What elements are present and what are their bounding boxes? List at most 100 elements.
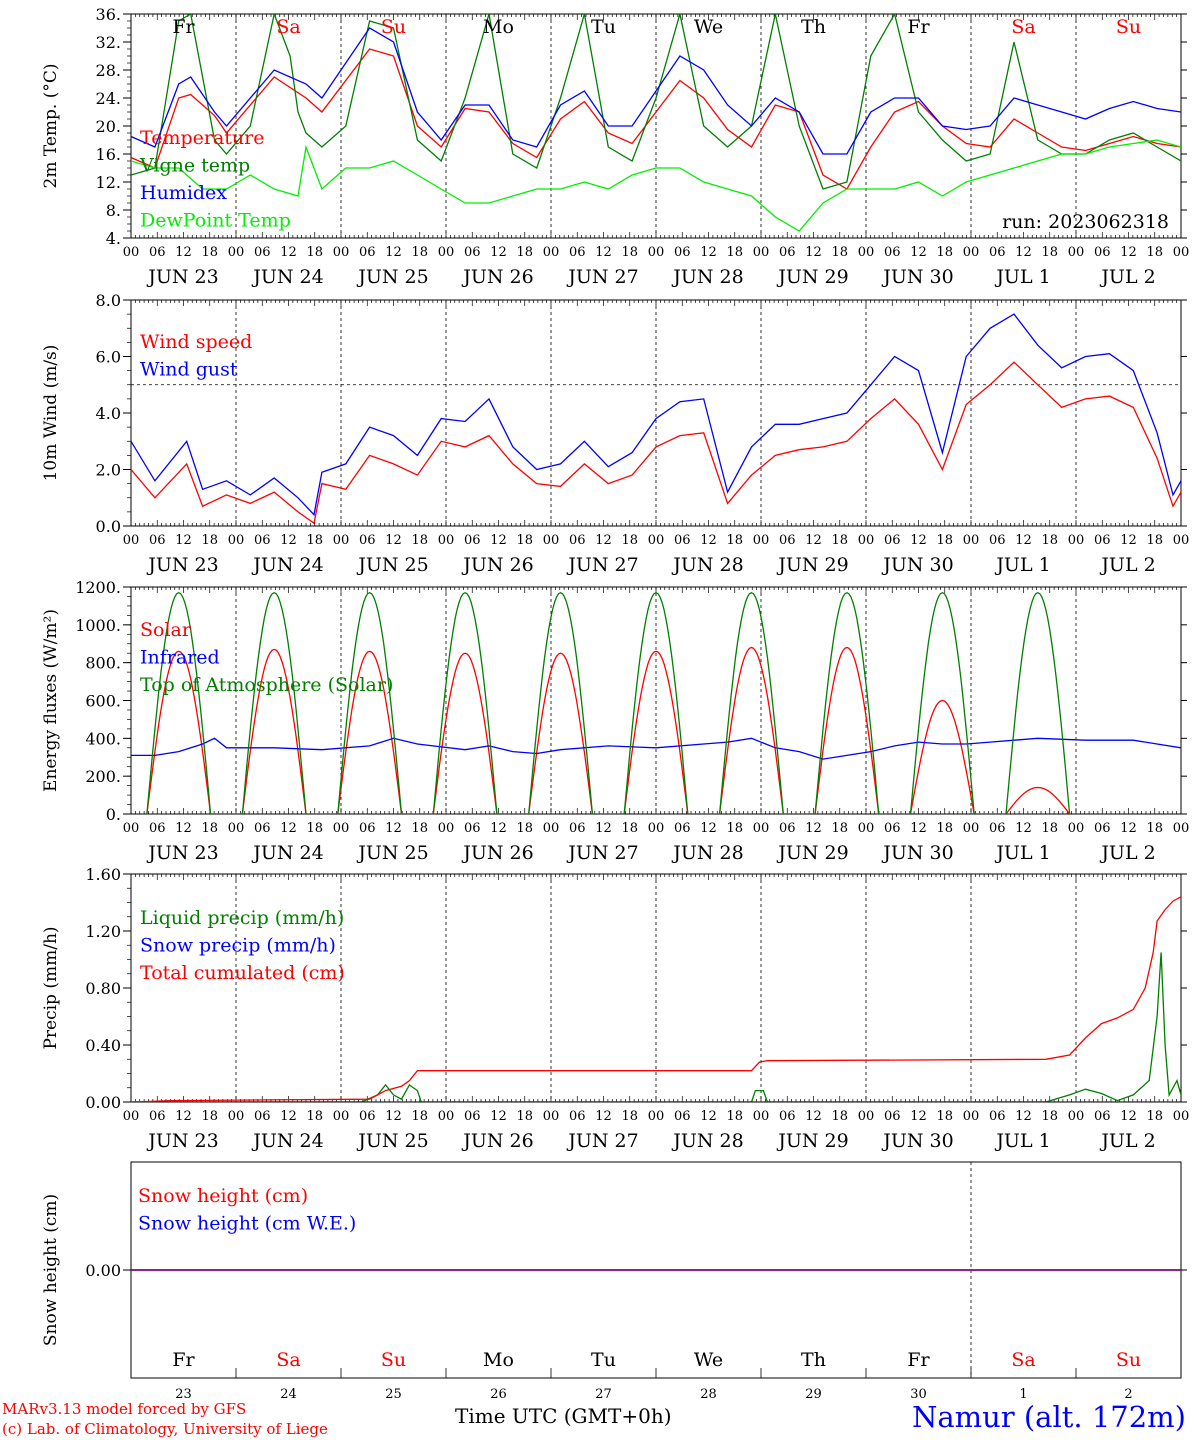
series-line-total-cumulated-cm xyxy=(131,896,1181,1102)
weekday-label: Mo xyxy=(483,1349,514,1371)
hour-label: 18 xyxy=(726,245,743,260)
weekday-label: Su xyxy=(381,16,406,38)
weekday-label: Th xyxy=(801,16,826,38)
day-label: JUL 2 xyxy=(1099,554,1155,576)
hour-label: 00 xyxy=(333,533,350,548)
hour-label: 06 xyxy=(464,245,481,260)
hour-label: 06 xyxy=(464,1109,481,1124)
hour-label: 18 xyxy=(621,1109,638,1124)
panel-5: 0.00 Snow height (cm) Snow height (cm) Snow… xyxy=(41,1161,1187,1402)
y-tick-label: 0.00 xyxy=(85,1093,121,1112)
day-number: 28 xyxy=(700,1387,717,1402)
hour-label: 00 xyxy=(1068,533,1085,548)
series-group xyxy=(131,313,1181,525)
hour-label: 12 xyxy=(490,245,507,260)
hour-label: 12 xyxy=(175,1109,192,1124)
weekday-label: Fr xyxy=(172,1349,195,1371)
day-label: JUN 27 xyxy=(566,554,638,576)
day-label: JUN 27 xyxy=(566,842,638,864)
y-axis-label: Snow height (cm) xyxy=(41,1194,61,1346)
hour-label: 06 xyxy=(254,1109,271,1124)
day-label: JUL 2 xyxy=(1099,266,1155,288)
hour-label: 18 xyxy=(936,533,953,548)
hour-label: 06 xyxy=(989,821,1006,836)
hour-label: 12 xyxy=(1015,821,1032,836)
hour-label: 00 xyxy=(228,533,245,548)
hour-label: 06 xyxy=(569,821,586,836)
hour-label: 00 xyxy=(333,245,350,260)
hour-label: 06 xyxy=(674,821,691,836)
hour-label: 06 xyxy=(1094,533,1111,548)
day-label: JUN 29 xyxy=(776,842,848,864)
day-label: JUN 24 xyxy=(251,554,323,576)
hour-label: 06 xyxy=(149,245,166,260)
hour-label: 18 xyxy=(936,1109,953,1124)
hour-label: 18 xyxy=(1041,533,1058,548)
hour-label: 12 xyxy=(175,821,192,836)
hour-label: 18 xyxy=(201,1109,218,1124)
y-axis-label: 2m Temp. (°C) xyxy=(41,63,61,188)
hour-label: 18 xyxy=(306,533,323,548)
y-tick-label: 8.0 xyxy=(96,291,121,310)
hour-label: 18 xyxy=(1146,245,1163,260)
y-axis-label: Energy fluxes (W/m²) xyxy=(41,609,61,792)
weekday-label: Fr xyxy=(172,16,195,38)
hour-label: 18 xyxy=(936,245,953,260)
panel-3: 0. 200. 400. 600. 800. 1000. 1200. Energy fluxe… xyxy=(41,578,1189,864)
weekday-label: We xyxy=(694,16,723,38)
hour-label: 12 xyxy=(385,533,402,548)
day-label: JUL 1 xyxy=(994,266,1050,288)
day-label: JUN 30 xyxy=(881,1130,953,1152)
weekday-label: Tu xyxy=(591,16,616,38)
day-label: JUL 1 xyxy=(994,842,1050,864)
hour-label: 06 xyxy=(464,821,481,836)
hour-label: 12 xyxy=(1120,821,1137,836)
hour-label: 00 xyxy=(1068,245,1085,260)
y-tick-label: 0.80 xyxy=(85,979,121,998)
hour-label: 06 xyxy=(359,533,376,548)
hour-label: 06 xyxy=(569,533,586,548)
hour-label: 06 xyxy=(779,533,796,548)
day-label: JUN 26 xyxy=(461,554,533,576)
y-tick-label: 0.0 xyxy=(96,517,121,536)
run-label: run: 2023062318 xyxy=(1002,211,1169,233)
hour-label: 18 xyxy=(516,533,533,548)
hour-label: 00 xyxy=(963,821,980,836)
legend-entry: Wind speed xyxy=(140,331,252,353)
hour-label: 00 xyxy=(753,533,770,548)
hour-label: 12 xyxy=(1120,1109,1137,1124)
hour-label: 00 xyxy=(858,245,875,260)
hour-label: 06 xyxy=(989,245,1006,260)
hour-label: 06 xyxy=(779,245,796,260)
hour-label: 06 xyxy=(254,245,271,260)
hour-label: 06 xyxy=(149,1109,166,1124)
y-tick-label: 2.0 xyxy=(96,461,121,480)
day-label: JUN 26 xyxy=(461,842,533,864)
day-label: JUN 25 xyxy=(356,1130,428,1152)
hour-label: 06 xyxy=(359,245,376,260)
y-tick-label: 0.00 xyxy=(85,1261,121,1280)
day-label: JUN 26 xyxy=(461,266,533,288)
y-tick-label: 0.40 xyxy=(85,1036,121,1055)
hour-label: 00 xyxy=(858,533,875,548)
series-group xyxy=(131,896,1181,1102)
legend-entry: Infrared xyxy=(140,647,220,669)
series-line-temperature xyxy=(131,48,1181,190)
hour-label: 06 xyxy=(254,821,271,836)
hour-label: 18 xyxy=(1041,821,1058,836)
y-tick-label: 1200. xyxy=(75,578,121,597)
weekday-label: Sa xyxy=(1011,16,1035,38)
x-axis-title: Time UTC (GMT+0h) xyxy=(455,1404,672,1428)
hour-label: 18 xyxy=(1041,245,1058,260)
hour-label: 18 xyxy=(201,245,218,260)
weekday-label: Su xyxy=(1116,16,1141,38)
weekday-label: Fr xyxy=(907,16,930,38)
legend-entry: Humidex xyxy=(140,182,227,204)
day-label: JUN 29 xyxy=(776,554,848,576)
day-label: JUN 28 xyxy=(671,1130,743,1152)
hour-label: 00 xyxy=(543,1109,560,1124)
y-tick-label: 200. xyxy=(85,767,121,786)
hour-label: 00 xyxy=(753,1109,770,1124)
hour-label: 06 xyxy=(989,533,1006,548)
hour-label: 12 xyxy=(595,821,612,836)
